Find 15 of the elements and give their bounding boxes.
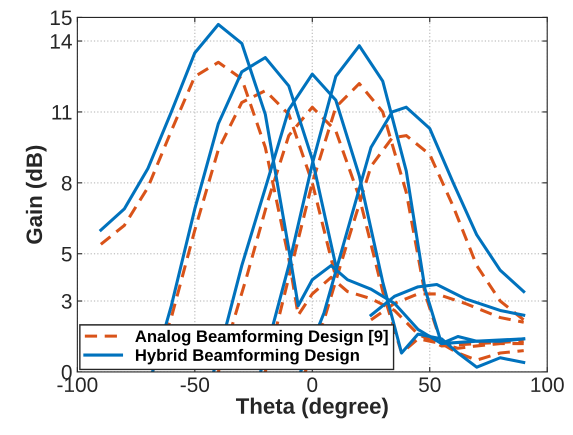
x-tick-label: 100	[531, 377, 564, 392]
legend-label: Hybrid Beamforming Design	[136, 348, 359, 364]
y-axis-title: Gain (dB)	[26, 146, 47, 244]
x-tick-label: -100	[57, 377, 98, 392]
x-tick-label: -50	[180, 377, 210, 392]
x-tick-label: 50	[419, 377, 441, 392]
y-tick-label: 14	[50, 34, 72, 49]
y-tick-label: 3	[62, 294, 72, 309]
y-tick-label: 15	[50, 10, 72, 26]
x-axis-title: Theta (degree)	[236, 398, 388, 418]
y-tick-label: 8	[62, 176, 72, 191]
y-tick-label: 5	[62, 246, 72, 262]
legend-label: Analog Beamforming Design [9]	[135, 330, 388, 346]
y-tick-label: 11	[52, 105, 72, 120]
x-tick-label: 0	[307, 377, 318, 392]
